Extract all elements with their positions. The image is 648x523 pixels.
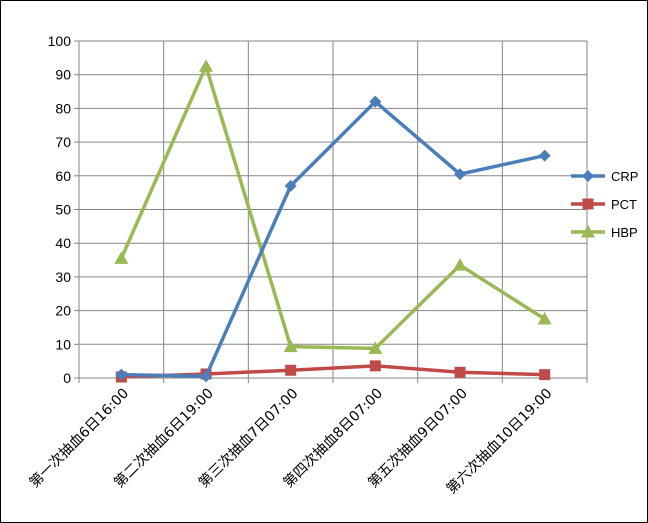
series-layer [114,59,552,383]
y-tick-label: 70 [55,134,71,150]
legend-label-crp: CRP [611,169,638,184]
legend-item-pct: PCT [571,197,637,212]
series-line-hbp [119,64,547,351]
legend-item-crp: CRP [571,169,638,184]
y-tick-label: 90 [55,67,71,83]
y-tick-label: 100 [48,33,72,49]
y-tick-label: 40 [55,235,71,251]
legend-marker-hbp [581,225,595,238]
legend-marker-pct [582,198,594,210]
data-point-hbp [453,258,467,271]
data-point-crp [115,368,128,381]
legend-marker-crp [582,170,594,182]
data-point-hbp [114,251,129,264]
data-point-pct [454,366,466,378]
data-point-hbp [283,339,298,353]
legend: CRP PCT HBP [571,169,638,240]
data-point-crp [538,149,551,162]
data-point-pct [539,369,551,381]
data-point-hbp [368,341,383,354]
data-point-crp [454,168,466,181]
legend-item-hbp: HBP [571,225,638,240]
y-tick-label: 10 [55,336,71,352]
legend-label-pct: PCT [611,197,637,212]
data-point-crp [369,95,382,108]
data-point-crp [284,179,297,192]
series-line-crp [119,99,547,379]
y-tick-label: 0 [63,370,71,386]
y-tick-label: 50 [55,202,71,218]
y-tick-label: 30 [55,269,71,285]
y-tick-label: 60 [55,168,71,184]
data-point-hbp [537,312,552,325]
axis-layer: 0102030405060708090100第一次抽血6日16:00第二次抽血6… [26,33,588,497]
grid-layer [79,40,588,378]
data-point-crp [200,370,212,383]
data-point-pct [285,364,297,376]
data-point-pct [369,360,381,372]
y-tick-label: 80 [55,100,71,116]
legend-label-hbp: HBP [611,225,638,240]
data-point-hbp [199,59,213,72]
y-tick-label: 20 [55,303,71,319]
